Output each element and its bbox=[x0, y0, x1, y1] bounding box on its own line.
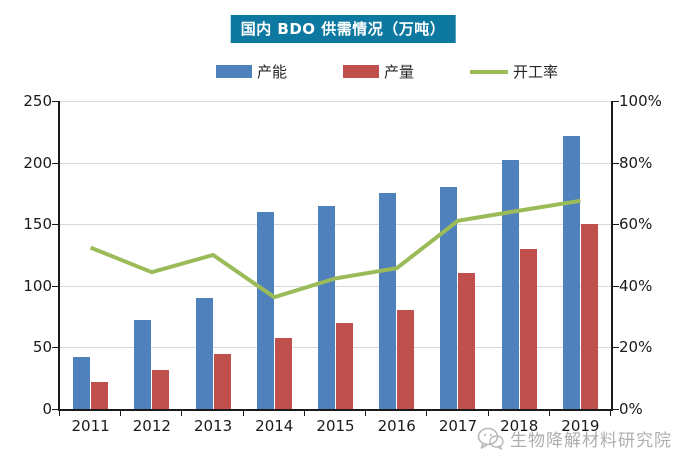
axis-tick bbox=[610, 411, 611, 416]
axis-tick bbox=[303, 411, 305, 416]
gridline bbox=[60, 224, 611, 226]
axis-tick bbox=[242, 411, 244, 416]
gridline bbox=[60, 162, 611, 164]
bar-production bbox=[458, 273, 476, 409]
y-axis-tick-label-right: 20% bbox=[619, 338, 653, 357]
x-axis-tick-label: 2016 bbox=[377, 417, 416, 435]
gridline bbox=[60, 347, 611, 349]
axis-tick bbox=[52, 285, 58, 287]
axis-tick bbox=[548, 411, 550, 416]
bar-production bbox=[91, 381, 109, 409]
bar-production bbox=[336, 322, 353, 409]
axis-tick bbox=[613, 162, 619, 164]
axis-line bbox=[58, 409, 613, 411]
axis-line bbox=[611, 101, 613, 411]
legend-item-production: 产量 bbox=[343, 61, 414, 82]
legend-label-production: 产量 bbox=[384, 63, 415, 81]
axis-tick bbox=[52, 224, 58, 226]
legend-item-utilization: 开工率 bbox=[470, 61, 558, 82]
y-axis-tick-label-right: 40% bbox=[619, 276, 653, 295]
axis-tick bbox=[365, 411, 367, 416]
axis-tick bbox=[426, 411, 428, 416]
watermark: 生物降解材料研究院 bbox=[477, 426, 672, 451]
watermark-text: 生物降解材料研究院 bbox=[510, 431, 672, 451]
y-axis-tick-label-right: 80% bbox=[619, 153, 653, 172]
axis-tick bbox=[613, 285, 619, 287]
axis-tick bbox=[181, 411, 183, 416]
utilization-line bbox=[89, 198, 581, 300]
axis-tick bbox=[52, 347, 58, 349]
x-axis-tick-label: 2012 bbox=[132, 417, 171, 435]
bar-capacity bbox=[73, 357, 91, 409]
y-axis-tick-label-left: 200 bbox=[23, 153, 52, 172]
y-axis-tick-label-left: 250 bbox=[23, 92, 52, 110]
bar-capacity bbox=[501, 160, 519, 409]
legend-label-capacity: 产能 bbox=[257, 63, 288, 81]
bar-production bbox=[519, 248, 537, 409]
y-axis-tick-label-right: 0% bbox=[619, 400, 643, 418]
wechat-logo-icon bbox=[477, 427, 504, 450]
y-axis-tick-label-right: 100% bbox=[619, 92, 662, 110]
x-axis-tick-label: 2018 bbox=[500, 417, 539, 435]
axis-tick bbox=[52, 409, 58, 410]
chart-title: 国内 BDO 供需情况（万吨） bbox=[230, 15, 456, 43]
gridline bbox=[60, 285, 611, 287]
axis-tick bbox=[613, 101, 619, 102]
utilization-swatch bbox=[470, 69, 509, 74]
bar-production bbox=[580, 224, 598, 409]
bar-capacity bbox=[256, 211, 274, 409]
production-swatch bbox=[343, 65, 380, 78]
y-axis-tick-label-left: 50 bbox=[32, 338, 52, 357]
x-axis-tick-label: 2011 bbox=[71, 417, 110, 435]
bar-production bbox=[213, 353, 231, 409]
x-axis-tick-label: 2014 bbox=[255, 417, 294, 435]
gridline bbox=[60, 101, 611, 102]
capacity-swatch bbox=[216, 65, 252, 78]
axis-tick bbox=[59, 411, 60, 416]
bar-capacity bbox=[379, 193, 397, 409]
bar-capacity bbox=[195, 298, 213, 409]
legend: 产能 产量 开工率 bbox=[216, 61, 558, 82]
axis-tick bbox=[613, 224, 619, 226]
y-axis-tick-label-right: 60% bbox=[619, 215, 653, 234]
y-axis-tick-label-left: 150 bbox=[23, 215, 52, 234]
bar-capacity bbox=[318, 205, 335, 409]
axis-tick bbox=[613, 347, 619, 349]
axis-line bbox=[58, 101, 60, 411]
axis-tick bbox=[120, 411, 122, 416]
x-axis-tick-label: 2017 bbox=[438, 417, 478, 435]
y-axis-tick-label-left: 100 bbox=[23, 276, 52, 295]
x-axis-tick-label: 2019 bbox=[561, 417, 600, 435]
axis-tick bbox=[613, 409, 619, 410]
legend-label-utilization: 开工率 bbox=[513, 63, 559, 81]
legend-item-capacity: 产能 bbox=[216, 61, 287, 82]
axis-tick bbox=[52, 101, 58, 102]
bar-capacity bbox=[440, 187, 458, 409]
x-axis-tick-label: 2013 bbox=[193, 417, 233, 435]
bar-production bbox=[397, 310, 415, 409]
axis-tick bbox=[487, 411, 489, 416]
axis-tick bbox=[52, 162, 58, 164]
plot-area bbox=[60, 101, 611, 409]
y-axis-tick-label-left: 0 bbox=[42, 400, 52, 418]
bar-capacity bbox=[134, 320, 152, 409]
x-axis-tick-label: 2015 bbox=[316, 417, 355, 435]
bar-production bbox=[152, 369, 170, 409]
bar-production bbox=[274, 337, 292, 409]
